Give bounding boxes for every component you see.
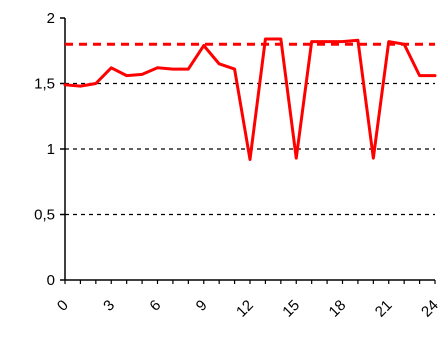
x-tick-label: 18: [326, 297, 350, 321]
axes: [60, 17, 436, 284]
x-tick-labels: 0 3 6 9 12 15 18 21 24: [54, 297, 442, 321]
x-tick-label: 3: [100, 297, 118, 315]
x-tick-label: 0: [54, 297, 72, 315]
y-tick-label: 1,5: [34, 76, 55, 93]
x-tick-label: 12: [233, 297, 257, 321]
y-tick-label: 0: [47, 272, 55, 289]
y-tick-labels: 0 0,5 1 1,5 2: [34, 10, 55, 289]
y-tick-label: 2: [47, 10, 55, 27]
y-tick-label: 1: [47, 141, 55, 158]
x-tick-label: 9: [193, 297, 211, 315]
x-tick-label: 15: [279, 297, 303, 321]
y-tick-label: 0,5: [34, 207, 55, 224]
series-line: [63, 37, 437, 161]
x-tick-label: 24: [418, 297, 442, 321]
x-tick-label: 21: [372, 297, 396, 321]
x-tick-label: 6: [146, 297, 164, 315]
series-group: [63, 37, 437, 161]
